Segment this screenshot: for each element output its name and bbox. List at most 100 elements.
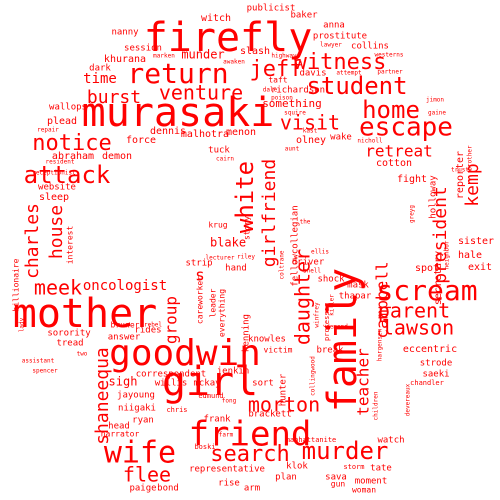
cloud-word-answer: answer [108,333,141,343]
cloud-word-the: the [300,219,311,226]
cloud-word-home: home [362,96,420,124]
cloud-word-wife: wife [104,436,176,471]
cloud-word-sister: sister [458,236,494,247]
cloud-word-nanny: nanny [111,28,139,38]
cloud-word-mother: mother [13,291,158,337]
cloud-word-fellowcollegian: fellowcollegian [291,205,301,286]
cloud-word-poison: poison [271,95,293,102]
cloud-word-brackett: brackett [248,410,291,420]
cloud-word-hargensen: hargensen [377,328,384,361]
cloud-word-plan: plan [275,473,297,483]
cloud-word-website: website [38,183,76,193]
cloud-word-victim: victim [264,346,293,355]
cloud-word-ellis: ellis [311,249,329,256]
cloud-word-demon: demon [102,151,132,162]
cloud-word-klok: klok [286,462,308,472]
cloud-word-s: s [195,266,205,285]
cloud-word-narrator: narrator [101,430,140,439]
cloud-word-dark: dark [89,64,111,74]
cloud-word-venture: venture [159,81,243,105]
cloud-word-devereaux: devereaux [405,383,412,416]
cloud-word-cotton: cotton [376,158,412,169]
cloud-word-resident: resident [46,159,75,166]
cloud-word-flee: flee [123,463,171,487]
cloud-word-dennis: dennis [150,126,186,137]
cloud-word-knowles: knowles [248,335,286,345]
cloud-word-gun: gun [331,480,346,489]
cloud-word-jayoung: jayoung [117,391,155,401]
cloud-word-white: white [231,161,259,233]
cloud-word-reporter: reporter [455,151,466,199]
cloud-word-tuck: tuck [208,146,230,156]
cloud-word-richardson: richardson [271,86,325,96]
cloud-word-collingwood: collingwood [310,356,317,396]
cloud-word-children: children [373,391,380,420]
cloud-word-burst: burst [87,87,141,108]
cloud-word-blake: blake [210,236,246,250]
cloud-word-chris: chris [166,406,187,414]
cloud-word-scream: scream [376,274,477,307]
cloud-word-fong: fong [222,398,237,405]
cloud-word-hale: hale [458,250,482,261]
cloud-word-boski: boski [194,443,215,451]
cloud-word-daughter: daughter [291,249,315,345]
cloud-word-baker: baker [290,11,318,21]
cloud-word-lawson: lawson [382,316,454,340]
cloud-word-strip: strip [185,259,212,269]
cloud-word-farm: farm [219,432,234,439]
cloud-word-niigaki: niigaki [118,404,156,414]
cloud-word-lady: lady [19,317,26,332]
cloud-word-exit: exit [468,262,492,273]
cloud-word-attempt: attempt [336,70,362,77]
cloud-word-leader: leader [209,288,218,317]
cloud-word-watch: watch [377,436,404,446]
cloud-word-slash: slash [240,46,270,57]
cloud-word-retreat: retreat [365,142,432,161]
cloud-word-malhotra: malhotra [181,129,229,140]
cloud-word-anna: anna [323,21,345,31]
cloud-word-campbell: campbell [373,261,392,338]
cloud-word-visit: visit [280,111,340,135]
cloud-word-ryan: ryan [132,416,154,426]
cloud-word-aunt: aunt [285,146,300,153]
cloud-word-interest: interest [66,226,75,265]
cloud-word-kast: kast [303,128,318,135]
cloud-word-mask: mask [347,281,369,291]
cloud-word-assistant: assistant [22,358,55,365]
cloud-word-attack: attack [24,161,111,189]
cloud-word-prostitute: prostitute [313,32,367,42]
cloud-word-something: something [262,97,322,110]
cloud-word-holloway: holloway [429,175,439,219]
cloud-word-hand: hand [225,264,247,274]
cloud-word-force: force [126,135,156,146]
cloud-word-sleep: sleep [39,192,69,203]
cloud-word-sigh: sigh [109,375,138,389]
cloud-word-squire: squire [284,110,306,117]
cloud-word-girlfriend: girlfriend [259,159,280,267]
cloud-word-shaneequa: shaneequa [92,347,113,445]
cloud-word-greyg: greyg [409,205,416,223]
cloud-word-thapar: thapar [339,292,372,302]
cloud-word-tate: tate [370,464,392,474]
cloud-word-killer: killer [329,294,336,316]
cloud-word-murder: murder [302,437,389,465]
cloud-word-dale: dale [263,87,278,94]
cloud-word-secretary: secretary [433,251,444,305]
cloud-word-bruner: bruner [111,321,140,330]
cloud-word-plead: plead [47,116,77,127]
cloud-word-witch: witch [201,13,231,24]
cloud-word-sorority: sorority [47,329,91,339]
cloud-word-paige: paige [129,484,156,494]
cloud-word-highway: highway [271,53,297,60]
cloud-word-nicholl: nicholl [357,138,383,145]
cloud-word-brother: brother [467,145,474,171]
cloud-word-eccentric: eccentric [403,344,457,355]
cloud-word-abraham: abraham [52,151,94,162]
cloud-word-break: break [316,346,344,356]
cloud-word-fight: fight [397,174,427,185]
cloud-word-woman: woman [352,486,376,495]
cloud-word-trust: trust [451,167,469,174]
cloud-word-murasaki: murasaki [82,90,275,136]
cloud-word-witness: witness [294,50,387,75]
